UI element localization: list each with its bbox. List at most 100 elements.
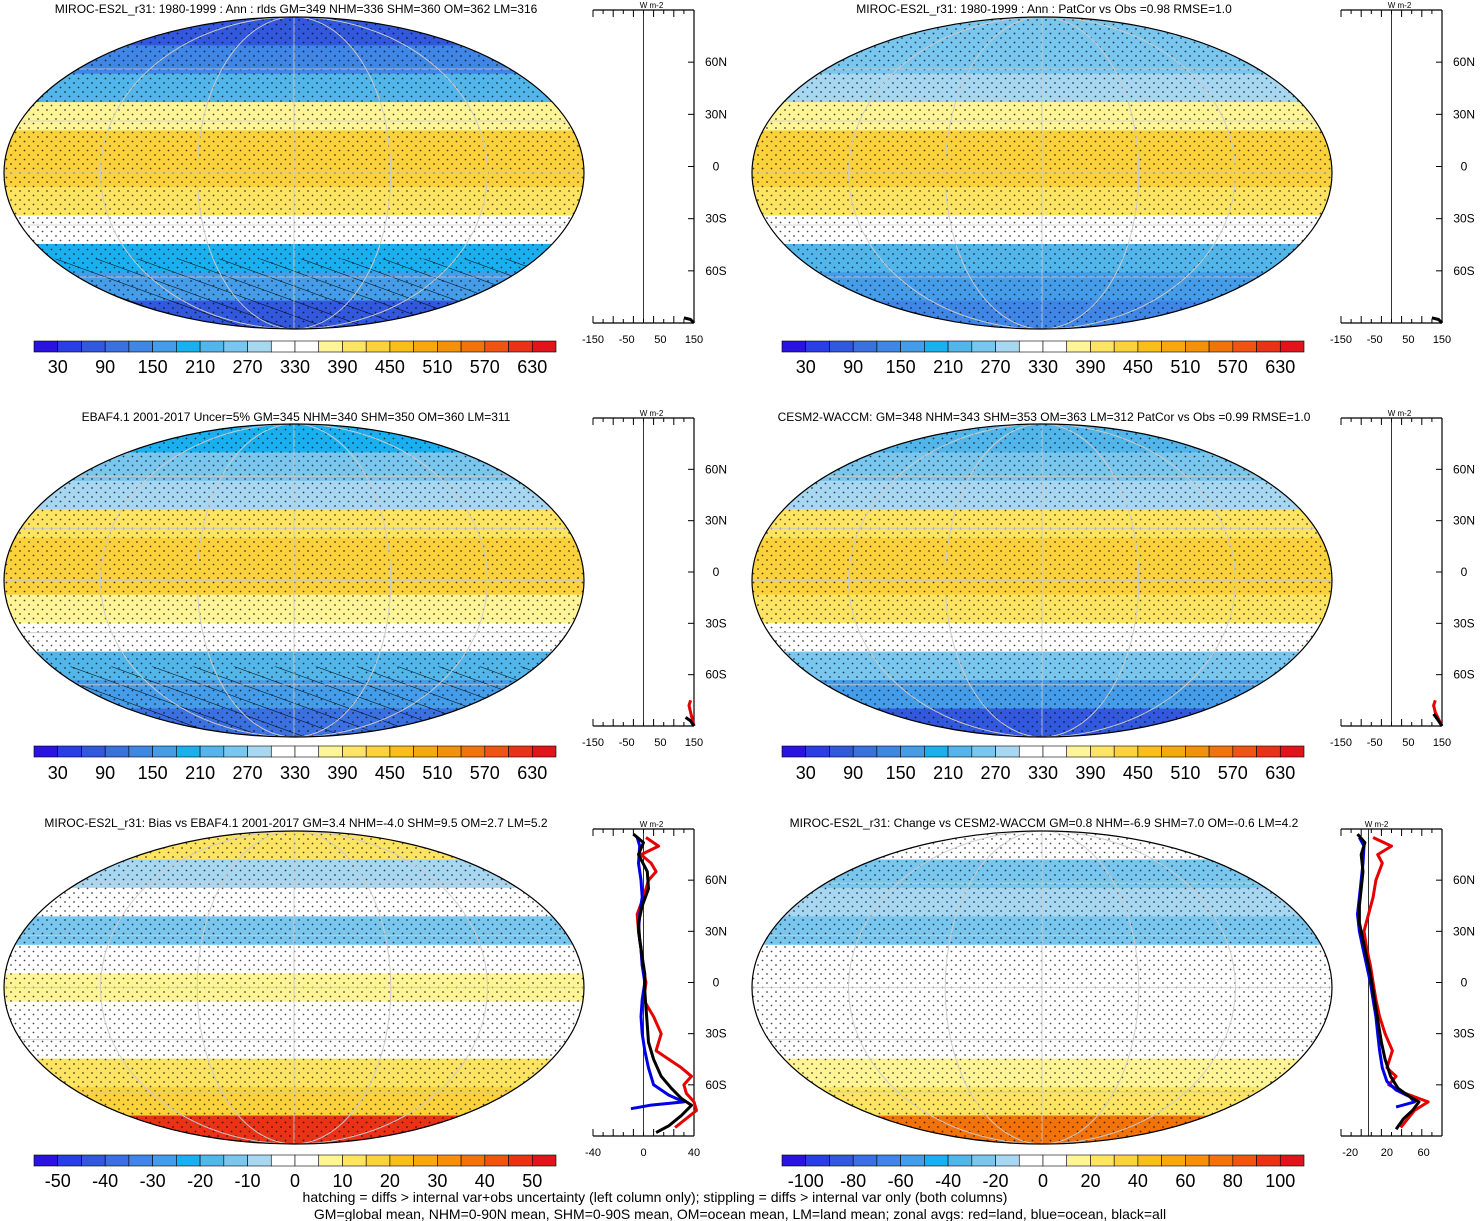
colorbar-bin [104, 745, 130, 758]
colorbar-bin [852, 745, 878, 758]
colorbar-tick-label: 630 [1265, 763, 1295, 783]
panel-title: MIROC-ES2L_r31: 1980-1999 : Ann : rlds G… [55, 2, 538, 16]
colorbar-bin [389, 745, 414, 758]
colorbar-tick-label: 270 [981, 357, 1011, 377]
colorbar: 30 90 150 210 270 330 390 450 510 570 630 [33, 745, 557, 783]
colorbar-bin [1185, 340, 1210, 353]
colorbar-bin [876, 340, 901, 353]
lat-tick-label: 30S [1453, 212, 1474, 226]
colorbar-bin [508, 745, 533, 758]
colorbar-bin [1042, 340, 1068, 353]
zonal-unit-label: W m-2 [640, 820, 664, 829]
colorbar-bin [805, 340, 830, 353]
colorbar-tick-label: 450 [375, 357, 405, 377]
colorbar-bin [199, 745, 225, 758]
colorbar-tick-label: 510 [1170, 763, 1200, 783]
colorbar-tick-label: 30 [796, 357, 816, 377]
colorbar-tick-label: 270 [233, 357, 263, 377]
colorbar-bin [508, 340, 533, 353]
colorbar: -50 -40 -30 -20 -10 0 10 20 30 40 50 [33, 1154, 557, 1191]
zonal-mean-panel: 60N 30N 0 30S 60S -150 -50 50 150 W m-2 [1330, 409, 1475, 749]
lat-tick-label: 60N [1453, 55, 1475, 69]
colorbar-bin [365, 1154, 391, 1167]
graticule-lon [944, 424, 1140, 737]
colorbar-bin [484, 1154, 509, 1167]
lat-tick-label: 60N [1453, 873, 1475, 887]
colorbar-tick-label: 630 [517, 763, 547, 783]
graticule-lon [100, 17, 488, 329]
colorbar-tick-label: -20 [187, 1171, 213, 1191]
colorbar-tick-label: 20 [380, 1171, 400, 1191]
lat-tick-label: 60N [705, 462, 727, 476]
colorbar-bin [852, 340, 878, 353]
colorbar-tick-label: 210 [185, 357, 215, 377]
lat-tick-label: 30S [705, 212, 726, 226]
zonal-series-line [1431, 316, 1444, 325]
zonal-unit-label: W m-2 [640, 1, 664, 10]
colorbar-bin [223, 745, 248, 758]
colorbar-tick-label: 450 [1123, 763, 1153, 783]
colorbar-bin [437, 745, 462, 758]
colorbar-bin [900, 1154, 925, 1167]
colorbar-bin [318, 340, 343, 353]
colorbar-bin [852, 1154, 878, 1167]
lat-tick-label: 30S [1453, 1027, 1474, 1041]
colorbar-tick-label: 570 [470, 763, 500, 783]
colorbar-bin [389, 1154, 414, 1167]
lat-tick-label: 60N [1453, 462, 1475, 476]
colorbar-bin [947, 1154, 973, 1167]
colorbar-tick-label: 30 [48, 357, 68, 377]
colorbar-bin [1232, 1154, 1257, 1167]
colorbar-bin [176, 745, 201, 758]
colorbar-bin [1256, 340, 1281, 353]
zonal-mean-panel: 60N 30N 0 30S 60S -20 20 60 W m-2 [1340, 820, 1475, 1159]
zonal-x-tick-label: 20 [1381, 1147, 1393, 1159]
colorbar-tick-label: 30 [427, 1171, 447, 1191]
colorbar-bin [460, 340, 486, 353]
colorbar-bin [413, 1154, 438, 1167]
zonal-x-tick-label: -150 [1330, 737, 1352, 749]
colorbar-tick-label: 630 [1265, 357, 1295, 377]
colorbar-tick-label: 100 [1265, 1171, 1295, 1191]
colorbar-bin [176, 1154, 201, 1167]
colorbar-tick-label: 40 [475, 1171, 495, 1191]
colorbar-bin [223, 340, 248, 353]
colorbar-tick-label: 20 [1080, 1171, 1100, 1191]
colorbar-bin [1161, 340, 1186, 353]
colorbar-tick-label: 330 [1028, 357, 1058, 377]
colorbar-bin [152, 340, 177, 353]
colorbar-bin [1113, 1154, 1139, 1167]
colorbar-tick-label: 450 [375, 763, 405, 783]
colorbar-bin [128, 1154, 153, 1167]
zonal-x-tick-label: -150 [1330, 334, 1352, 346]
colorbar-bin [437, 340, 462, 353]
panel-title: EBAF4.1 2001-2017 Uncer=5% GM=345 NHM=34… [82, 410, 511, 424]
graticule-lon [196, 831, 392, 1144]
colorbar-tick-label: 330 [280, 763, 310, 783]
lat-tick-label: 60S [1453, 264, 1474, 278]
colorbar-bin [81, 340, 106, 353]
colorbar-tick-label: 150 [138, 357, 168, 377]
colorbar-bin [1042, 1154, 1068, 1167]
colorbar-tick-label: -40 [92, 1171, 118, 1191]
colorbar-tick-label: 330 [1028, 763, 1058, 783]
colorbar-bin [1137, 340, 1162, 353]
colorbar-tick-label: -100 [788, 1171, 824, 1191]
colorbar-bin [484, 340, 509, 353]
colorbar-bin [1090, 745, 1115, 758]
zonal-x-tick-label: -50 [619, 737, 635, 749]
colorbar-bin [1066, 340, 1091, 353]
colorbar-bin [1113, 745, 1139, 758]
colorbar-bin [1113, 340, 1139, 353]
colorbar-tick-label: 390 [327, 763, 357, 783]
map [4, 424, 584, 737]
colorbar-tick-label: 40 [1128, 1171, 1148, 1191]
colorbar-bin [1185, 1154, 1210, 1167]
graticule-lon [196, 424, 392, 737]
colorbar-bin [531, 340, 557, 353]
colorbar-tick-label: 210 [933, 357, 963, 377]
colorbar-bin [1256, 745, 1281, 758]
colorbar-bin [223, 1154, 248, 1167]
zonal-x-tick-label: 150 [685, 737, 703, 749]
